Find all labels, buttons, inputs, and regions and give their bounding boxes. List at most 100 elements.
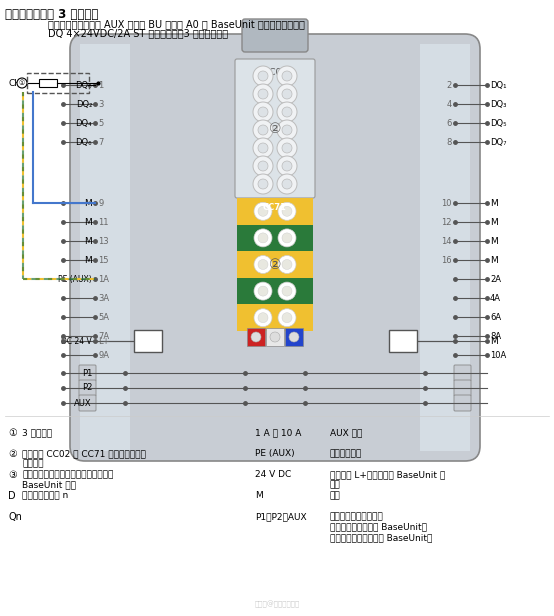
Circle shape xyxy=(253,102,273,122)
Text: 断开与右侧模块（深色 BaseUnit）: 断开与右侧模块（深色 BaseUnit） xyxy=(330,533,432,542)
Text: DC 24 V: DC 24 V xyxy=(61,336,92,346)
Circle shape xyxy=(253,138,273,158)
Circle shape xyxy=(282,206,292,216)
Text: 15: 15 xyxy=(98,256,109,264)
Circle shape xyxy=(258,179,268,189)
Text: DQ₃: DQ₃ xyxy=(490,100,506,108)
Circle shape xyxy=(17,78,27,88)
Circle shape xyxy=(282,143,292,153)
Circle shape xyxy=(282,161,292,171)
Text: M: M xyxy=(84,237,92,246)
FancyBboxPatch shape xyxy=(454,365,471,381)
Text: Qn: Qn xyxy=(8,512,22,522)
Circle shape xyxy=(278,229,296,247)
FancyBboxPatch shape xyxy=(389,330,417,352)
Text: 6A: 6A xyxy=(490,312,501,322)
Text: 搜狐号@智能制造先锋: 搜狐号@智能制造先锋 xyxy=(254,601,300,608)
Bar xyxy=(266,328,284,346)
Text: 1: 1 xyxy=(98,81,103,89)
Bar xyxy=(80,44,130,451)
Circle shape xyxy=(258,143,268,153)
Text: CC71: CC71 xyxy=(263,203,287,212)
Text: 输出信号，通道 n: 输出信号，通道 n xyxy=(22,491,68,500)
Text: DQ₅: DQ₅ xyxy=(490,118,506,128)
Text: BaseUnit 时）: BaseUnit 时） xyxy=(22,480,76,490)
Bar xyxy=(237,278,313,304)
Circle shape xyxy=(289,332,299,342)
Text: 7: 7 xyxy=(98,137,104,147)
Text: M: M xyxy=(490,217,497,227)
Text: 4A: 4A xyxy=(490,293,501,302)
Text: CC02: CC02 xyxy=(263,68,287,77)
Text: DQ₂: DQ₂ xyxy=(76,100,92,108)
Circle shape xyxy=(254,309,272,326)
Text: DQ₄: DQ₄ xyxy=(75,118,92,128)
Text: M: M xyxy=(490,237,497,246)
Circle shape xyxy=(277,174,297,194)
FancyBboxPatch shape xyxy=(79,365,96,381)
Text: 2A: 2A xyxy=(490,275,501,283)
Text: DQ₀: DQ₀ xyxy=(75,81,92,89)
Bar xyxy=(247,328,265,346)
Circle shape xyxy=(282,179,292,189)
Text: DQ₇: DQ₇ xyxy=(490,137,506,147)
Text: 电源电压 L+（仅为浅色 BaseUnit 供: 电源电压 L+（仅为浅色 BaseUnit 供 xyxy=(330,470,445,479)
Text: ③: ③ xyxy=(143,336,152,346)
Text: 8: 8 xyxy=(447,137,452,147)
Text: 5A: 5A xyxy=(98,312,109,322)
Circle shape xyxy=(258,89,268,99)
Circle shape xyxy=(258,206,268,216)
Text: 滤波器连接的电源电压（仅当存在浅色: 滤波器连接的电源电压（仅当存在浅色 xyxy=(22,470,114,479)
Text: 24 V DC: 24 V DC xyxy=(255,470,291,479)
FancyBboxPatch shape xyxy=(454,395,471,411)
Circle shape xyxy=(253,120,273,140)
Text: 3A: 3A xyxy=(98,293,109,302)
Circle shape xyxy=(258,259,268,270)
Text: 11: 11 xyxy=(98,217,109,227)
Text: （可选）: （可选） xyxy=(22,460,44,469)
Text: 7A: 7A xyxy=(98,331,109,341)
Text: 6: 6 xyxy=(447,118,452,128)
Circle shape xyxy=(258,233,268,243)
Circle shape xyxy=(258,161,268,171)
Text: ③: ③ xyxy=(398,336,408,346)
Text: AUX: AUX xyxy=(74,399,92,408)
Text: 电）: 电） xyxy=(330,480,341,490)
Text: 接线：执行器的 3 线制连接: 接线：执行器的 3 线制连接 xyxy=(5,8,99,21)
Circle shape xyxy=(270,332,280,342)
Circle shape xyxy=(277,102,297,122)
Circle shape xyxy=(278,256,296,274)
Text: P1、P2、AUX: P1、P2、AUX xyxy=(255,512,306,521)
Text: 10A: 10A xyxy=(490,351,506,360)
Circle shape xyxy=(282,313,292,323)
Circle shape xyxy=(277,156,297,176)
Circle shape xyxy=(282,233,292,243)
Text: 接地: 接地 xyxy=(330,491,341,500)
Text: D: D xyxy=(8,491,16,501)
Circle shape xyxy=(253,156,273,176)
Circle shape xyxy=(282,286,292,296)
Text: 1A: 1A xyxy=(98,275,109,283)
Text: M: M xyxy=(490,256,497,264)
Circle shape xyxy=(282,125,292,135)
Text: PE (AUX): PE (AUX) xyxy=(255,449,295,458)
Bar xyxy=(237,198,313,225)
Circle shape xyxy=(253,66,273,86)
Text: L+: L+ xyxy=(98,336,110,346)
Circle shape xyxy=(278,202,296,221)
Circle shape xyxy=(277,66,297,86)
Bar xyxy=(237,251,313,278)
Circle shape xyxy=(253,84,273,104)
Text: M: M xyxy=(490,336,497,346)
Text: 5: 5 xyxy=(98,118,103,128)
Text: ②: ② xyxy=(269,257,281,272)
Bar xyxy=(285,328,303,346)
Text: 颜色编码 CC02 和 CC71 的颜色编码标签: 颜色编码 CC02 和 CC71 的颜色编码标签 xyxy=(22,449,146,458)
Text: M: M xyxy=(255,491,263,500)
Circle shape xyxy=(282,107,292,117)
Circle shape xyxy=(251,332,261,342)
Circle shape xyxy=(254,229,272,247)
Circle shape xyxy=(282,259,292,270)
Text: DQ₁: DQ₁ xyxy=(490,81,506,89)
Text: M: M xyxy=(490,198,497,208)
